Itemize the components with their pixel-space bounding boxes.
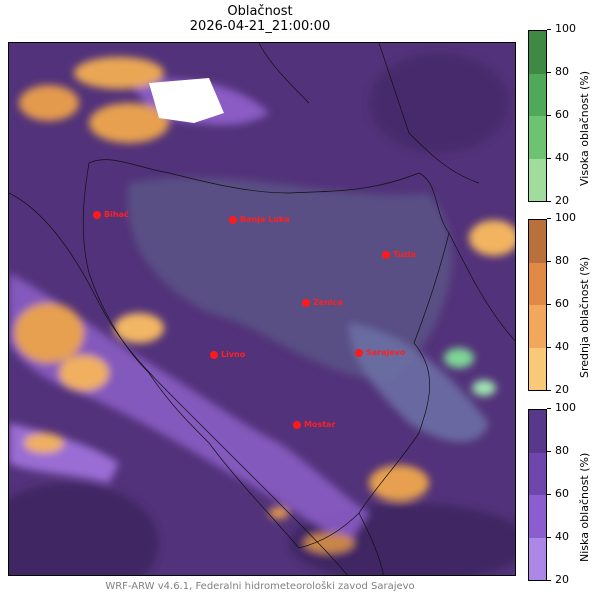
high-tick: 20 bbox=[547, 194, 569, 207]
city-label: Bihać bbox=[104, 209, 129, 219]
clear-sky-patch bbox=[149, 78, 224, 123]
city-dot bbox=[93, 211, 101, 219]
colorbar-segment bbox=[529, 116, 546, 159]
cloud-cover-map: Bihać Banja Luka Tuzla Zenica Sarajevo Livno M… bbox=[8, 42, 516, 576]
map-timestamp: 2026-04-21_21:00:00 bbox=[189, 19, 331, 34]
high-tick: 40 bbox=[547, 151, 569, 164]
low-tick: 40 bbox=[547, 530, 569, 543]
city-label: Tuzla bbox=[393, 250, 416, 259]
low-tick: 80 bbox=[547, 444, 569, 457]
city-label: Livno bbox=[221, 350, 246, 359]
low-tick: 60 bbox=[547, 487, 569, 500]
high-cloud-colorbar bbox=[528, 30, 547, 202]
colorbar-segment bbox=[529, 73, 546, 116]
low-cloud-colorbar bbox=[528, 409, 547, 581]
city-label: Banja Luka bbox=[240, 215, 290, 224]
colorbar-segment bbox=[529, 31, 546, 74]
colorbar-segment bbox=[529, 410, 546, 453]
borders bbox=[9, 43, 515, 575]
city-dot bbox=[382, 251, 390, 259]
high-tick: 80 bbox=[547, 65, 569, 78]
colorbar-segment bbox=[529, 262, 546, 305]
city-label: Mostar bbox=[304, 420, 335, 429]
medium-tick: 60 bbox=[547, 297, 569, 310]
medium-tick: 100 bbox=[547, 211, 576, 224]
city-dot bbox=[210, 351, 218, 359]
low-tick: 20 bbox=[547, 573, 569, 586]
city-label: Sarajevo bbox=[366, 348, 406, 357]
city-label: Zenica bbox=[313, 298, 343, 307]
city-dot bbox=[302, 299, 310, 307]
city-dot bbox=[229, 216, 237, 224]
high-cloud-label: Visoka oblačnost (%) bbox=[578, 70, 591, 186]
medium-cloud-colorbar bbox=[528, 219, 547, 391]
low-cloud-label: Niska oblačnost (%) bbox=[578, 452, 591, 562]
city-dot bbox=[293, 421, 301, 429]
medium-tick: 40 bbox=[547, 340, 569, 353]
colorbar-segment bbox=[529, 452, 546, 495]
medium-tick: 20 bbox=[547, 383, 569, 396]
city-dot bbox=[355, 349, 363, 357]
high-tick: 100 bbox=[547, 22, 576, 35]
low-tick: 100 bbox=[547, 401, 576, 414]
colorbar-segment bbox=[529, 347, 546, 390]
colorbar-segment bbox=[529, 495, 546, 538]
footer-credit: WRF-ARW v4.6.1, Federalni hidrometeorolo… bbox=[105, 581, 415, 592]
medium-tick: 80 bbox=[547, 254, 569, 267]
colorbar-segment bbox=[529, 220, 546, 263]
map-title: Oblačnost bbox=[227, 4, 293, 19]
colorbar-segment bbox=[529, 537, 546, 580]
city-markers: Bihać Banja Luka Tuzla Zenica Sarajevo Livno M… bbox=[93, 209, 416, 429]
colorbar-segment bbox=[529, 305, 546, 348]
medium-cloud-label: Srednja oblačnost (%) bbox=[578, 256, 591, 378]
high-tick: 60 bbox=[547, 108, 569, 121]
colorbar-segment bbox=[529, 158, 546, 201]
